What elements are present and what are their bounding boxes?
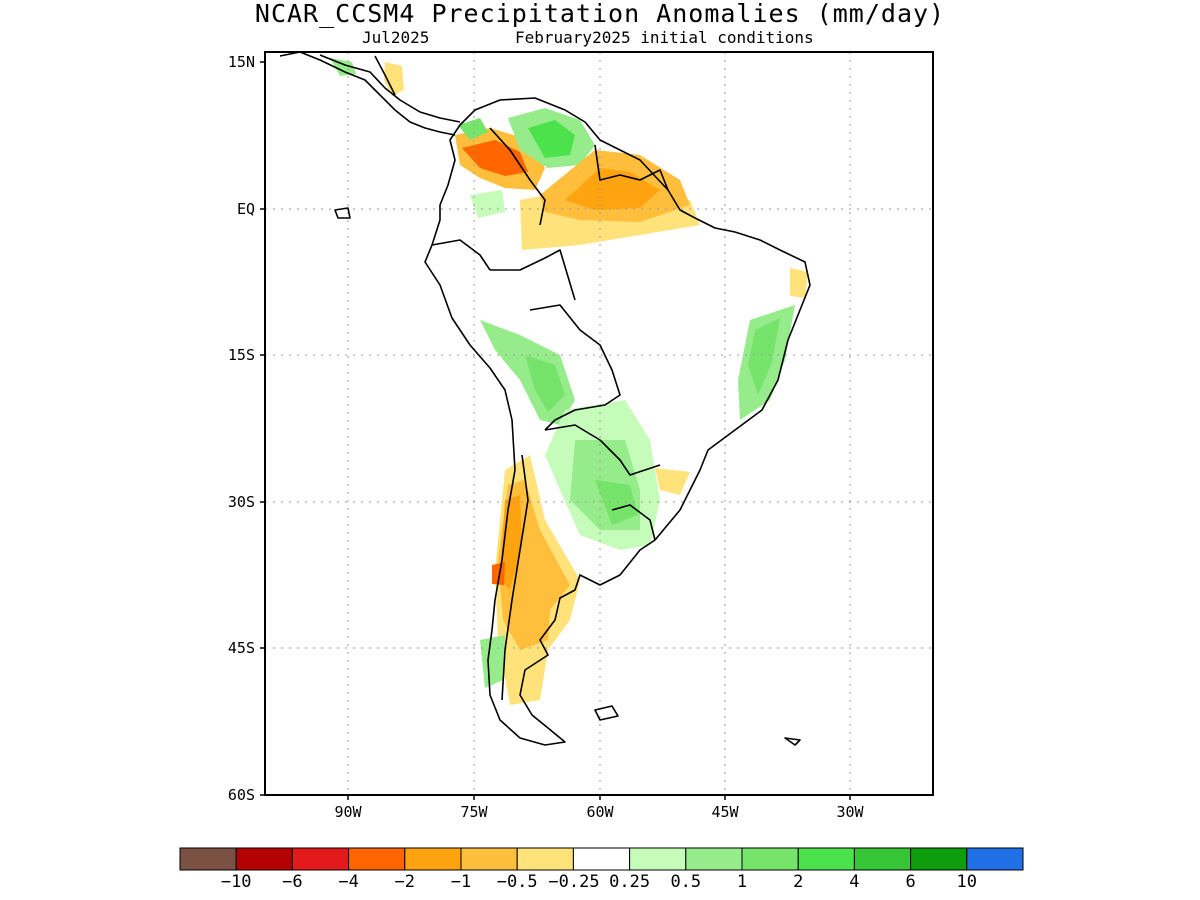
south-georgia <box>784 737 801 746</box>
central-america-coastline-north <box>319 54 461 123</box>
border-colombia-venezuela <box>489 127 546 226</box>
plot-frame <box>264 51 934 796</box>
colorbar-label: 0.5 <box>670 872 702 892</box>
colorbar-cell <box>741 847 799 871</box>
colorbar-label: 4 <box>849 872 860 892</box>
border-guianas <box>594 144 669 191</box>
colorbar-cell <box>966 847 1024 871</box>
colorbar-label: −0.5 <box>496 872 538 892</box>
colorbar-label: −10 <box>220 872 252 892</box>
lat-label-eq: EQ <box>236 200 255 218</box>
colorbar-label: −2 <box>394 872 416 892</box>
anomaly-colombia-coast-wet <box>458 118 488 140</box>
anomaly-east-brazil-wet-core <box>748 318 780 395</box>
border-ecuador-peru <box>431 239 491 271</box>
colorbar-label: −0.25 <box>548 872 600 892</box>
central-america-coastline <box>279 51 456 136</box>
lat-label-15s: 15S <box>227 346 255 364</box>
anomaly-ecuador-wet <box>470 190 505 218</box>
lon-label-60w: 60W <box>586 803 614 821</box>
border-peru-brazil <box>490 249 576 301</box>
anomaly-south-brazil-coast-dry <box>655 468 690 495</box>
map-title: NCAR_CCSM4 Precipitation Anomalies (mm/d… <box>254 0 946 28</box>
lon-label-90w: 90W <box>334 803 362 821</box>
anomaly-northeast-brazil-dry <box>790 268 808 298</box>
anomaly-uruguay-wet-core <box>595 480 638 525</box>
target-month-subtitle: Jul2025 <box>362 28 430 47</box>
colorbar-cell <box>460 847 518 871</box>
border-bolivia <box>529 304 621 431</box>
border-argentina-paraguay <box>544 424 661 476</box>
lon-label-45w: 45W <box>711 803 739 821</box>
colorbar-cell <box>572 847 631 871</box>
anomaly-bolivia-wet-core <box>525 355 565 412</box>
tick-marks <box>260 61 851 800</box>
colorbar-label: −1 <box>450 872 472 892</box>
anomaly-fields <box>330 58 808 705</box>
colorbar-cell <box>853 847 912 871</box>
falkland-islands <box>594 705 619 721</box>
south-america-coastline <box>424 97 811 746</box>
colorbar-label: −6 <box>282 872 303 892</box>
lon-label-30w: 30W <box>836 803 864 821</box>
anomaly-colombia-dry-inner <box>462 140 528 176</box>
anomaly-central-america-wet <box>330 58 356 76</box>
colorbar-cell <box>291 847 350 871</box>
anomaly-caribbean-dry <box>384 62 404 96</box>
initial-conditions-subtitle: February2025 initial conditions <box>515 28 814 47</box>
anomaly-chile-dry-core <box>500 495 522 590</box>
colorbar-label: 2 <box>793 872 804 892</box>
galapagos <box>334 207 351 219</box>
lon-label-75w: 75W <box>460 803 488 821</box>
colorbar-cell <box>910 847 968 871</box>
colorbar-cell <box>685 847 743 871</box>
colorbar-label: 10 <box>956 872 978 892</box>
colorbar-cell <box>516 847 574 871</box>
lat-label-45s: 45S <box>227 639 255 657</box>
anomaly-venezuela-wet-inner <box>528 120 575 158</box>
colorbar-cell <box>404 847 462 871</box>
colorbar-cell <box>348 847 406 871</box>
colorbar-cell <box>797 847 855 871</box>
colorbar-label: 6 <box>905 872 916 892</box>
colorbar-cell <box>235 847 293 871</box>
lat-label-60s: 60S <box>227 786 255 804</box>
coastlines <box>279 51 811 746</box>
anomaly-chile-dry-peak <box>492 562 505 585</box>
colorbar-label: 0.25 <box>609 872 651 892</box>
lat-label-15n: 15N <box>227 53 255 71</box>
lat-label-30s: 30S <box>227 493 255 511</box>
yucatan-coastline <box>374 55 396 96</box>
colorbar-label: −4 <box>338 872 359 892</box>
border-chile-argentina <box>501 454 529 701</box>
colorbar-label: 1 <box>736 872 748 892</box>
border-brazil-uruguay <box>611 504 656 541</box>
colorbar-cell <box>179 847 237 871</box>
colorbar-cell <box>629 847 687 871</box>
